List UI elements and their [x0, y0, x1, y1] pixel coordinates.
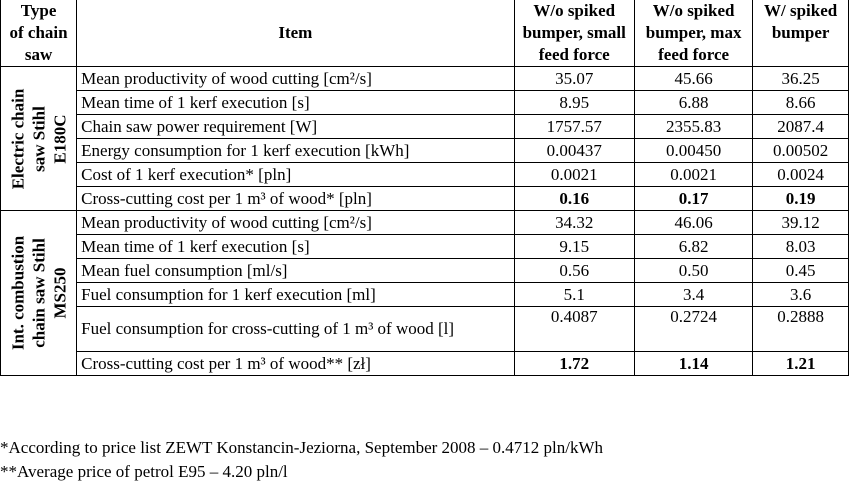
- table-row: Fuel consumption for cross-cutting of 1 …: [1, 306, 849, 352]
- table-row: Cross-cutting cost per 1 m³ of wood* [pl…: [1, 186, 849, 211]
- group-label-combustion: Int. combustion chain saw Stihl MS250: [0, 210, 78, 376]
- row-value-c: 1.21: [752, 351, 849, 376]
- row-value-b: 6.88: [633, 90, 754, 115]
- header-without-spiked-small-feed: W/o spiked bumper, small feed force: [513, 0, 635, 67]
- row-item: Fuel consumption for 1 kerf execution [m…: [76, 282, 515, 307]
- row-item: Mean productivity of wood cutting [cm²/s…: [76, 210, 515, 235]
- row-value-b: 0.17: [633, 186, 754, 211]
- table-row: Mean time of 1 kerf execution [s] 8.95 6…: [1, 90, 849, 115]
- row-value-c: 0.0024: [752, 162, 849, 187]
- row-value-b: 3.4: [633, 282, 754, 307]
- table-row: Electric chain saw Stihl E180C Mean prod…: [0, 66, 849, 211]
- row-value-b: 45.66: [633, 66, 754, 91]
- row-value-c: 0.00502: [752, 138, 849, 163]
- row-value-c: 39.12: [752, 210, 849, 235]
- row-value-a: 9.15: [513, 234, 635, 259]
- row-value-b: 2355.83: [633, 114, 754, 139]
- row-value-b: 0.0021: [633, 162, 754, 187]
- row-value-a: 1757.57: [513, 114, 635, 139]
- footnote-electricity-price: *According to price list ZEWT Konstancin…: [0, 438, 604, 457]
- row-value-a: 8.95: [513, 90, 635, 115]
- header-without-spiked-max-feed: W/o spiked bumper, max feed force: [633, 0, 754, 67]
- row-item: Fuel consumption for cross-cutting of 1 …: [76, 306, 515, 352]
- row-value-a: 0.4087: [513, 306, 635, 352]
- row-value-a: 34.32: [513, 210, 635, 235]
- row-value-b: 0.50: [633, 258, 754, 283]
- chain-saw-cost-table: Type of chain saw Item W/o spiked bumper…: [0, 0, 849, 376]
- row-value-a: 0.0021: [513, 162, 635, 187]
- table-row: Cost of 1 kerf execution* [pln] 0.0021 0…: [1, 162, 849, 187]
- row-value-a: 1.72: [513, 351, 635, 376]
- row-value-b: 0.00450: [633, 138, 754, 163]
- table-row: Mean fuel consumption [ml/s] 0.56 0.50 0…: [1, 258, 849, 283]
- row-item: Cross-cutting cost per 1 m³ of wood* [pl…: [76, 186, 515, 211]
- row-value-a: 0.16: [513, 186, 635, 211]
- row-value-a: 0.56: [513, 258, 635, 283]
- table-row: Energy consumption for 1 kerf execution …: [1, 138, 849, 163]
- table-row: Int. combustion chain saw Stihl MS250 Me…: [0, 210, 849, 376]
- header-with-spiked: W/ spiked bumper: [752, 0, 849, 67]
- row-value-c: 36.25: [752, 66, 849, 91]
- row-item: Mean time of 1 kerf execution [s]: [76, 90, 515, 115]
- table-row: Cross-cutting cost per 1 m³ of wood** [z…: [1, 351, 849, 376]
- row-item: Cross-cutting cost per 1 m³ of wood** [z…: [76, 351, 515, 376]
- header-type-of-chain-saw: Type of chain saw: [0, 0, 78, 67]
- row-item: Mean fuel consumption [ml/s]: [76, 258, 515, 283]
- row-value-c: 3.6: [752, 282, 849, 307]
- row-item: Mean productivity of wood cutting [cm²/s…: [76, 66, 515, 91]
- row-item: Energy consumption for 1 kerf execution …: [76, 138, 515, 163]
- row-value-b: 46.06: [633, 210, 754, 235]
- row-value-b: 6.82: [633, 234, 754, 259]
- row-value-c: 0.19: [752, 186, 849, 211]
- row-value-c: 0.2888: [752, 306, 849, 352]
- table-row: Chain saw power requirement [W] 1757.57 …: [1, 114, 849, 139]
- row-value-c: 2087.4: [752, 114, 849, 139]
- group-label-electric: Electric chain saw Stihl E180C: [0, 66, 78, 211]
- header-item: Item: [76, 0, 515, 67]
- table-row: Mean time of 1 kerf execution [s] 9.15 6…: [1, 234, 849, 259]
- row-value-c: 8.03: [752, 234, 849, 259]
- row-value-a: 35.07: [513, 66, 635, 91]
- row-value-b: 1.14: [633, 351, 754, 376]
- row-value-c: 0.45: [752, 258, 849, 283]
- row-value-c: 8.66: [752, 90, 849, 115]
- header-row: Type of chain saw Item W/o spiked bumper…: [0, 0, 849, 67]
- footnote-petrol-price: **Average price of petrol E95 – 4.20 pln…: [0, 462, 288, 481]
- row-value-a: 5.1: [513, 282, 635, 307]
- row-item: Cost of 1 kerf execution* [pln]: [76, 162, 515, 187]
- table-row: Fuel consumption for 1 kerf execution [m…: [1, 282, 849, 307]
- row-item: Mean time of 1 kerf execution [s]: [76, 234, 515, 259]
- row-item: Chain saw power requirement [W]: [76, 114, 515, 139]
- row-value-b: 0.2724: [633, 306, 754, 352]
- row-value-a: 0.00437: [513, 138, 635, 163]
